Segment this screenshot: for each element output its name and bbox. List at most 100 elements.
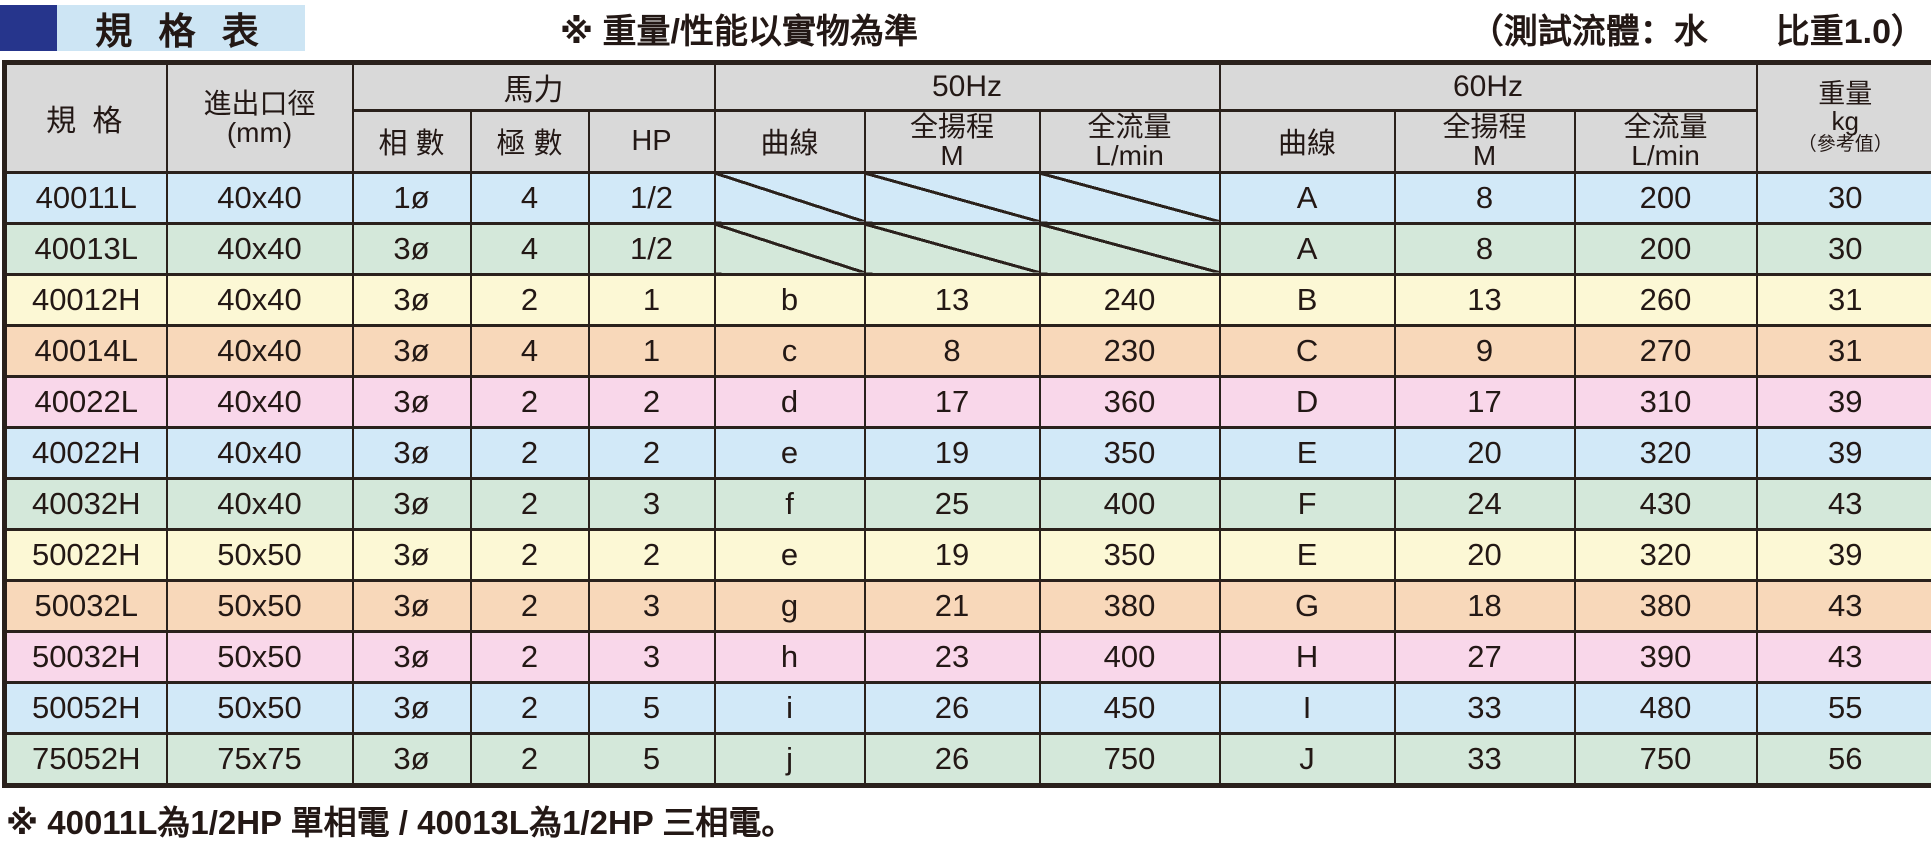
cell-h50: 26	[865, 733, 1040, 785]
col-header-weight-unit: kg	[1758, 108, 1931, 135]
col-header-head-50hz-unit: M	[866, 141, 1039, 170]
cell-hp: 5	[589, 682, 715, 733]
cell-port: 40x40	[167, 274, 353, 325]
cell-spec: 40013L	[5, 223, 167, 274]
cell-phase: 3ø	[353, 631, 471, 682]
cell-c50: e	[715, 529, 865, 580]
cell-c50: h	[715, 631, 865, 682]
cell-f60: 320	[1575, 529, 1757, 580]
cell-f50: 230	[1040, 325, 1220, 376]
cell-hp: 1/2	[589, 172, 715, 223]
note-test-fluid: （測試流體：水 比重1.0）	[1470, 4, 1925, 53]
col-header-curve-60hz: 曲線	[1220, 111, 1395, 173]
cell-c60: E	[1220, 529, 1395, 580]
cell-h60: 33	[1395, 733, 1575, 785]
cell-port: 40x40	[167, 172, 353, 223]
cell-f50: 400	[1040, 478, 1220, 529]
cell-spec: 75052H	[5, 733, 167, 785]
cell-hp: 2	[589, 529, 715, 580]
cell-f60: 200	[1575, 172, 1757, 223]
top-banner: 規 格 表 ※ 重量/性能以實物為準 （測試流體：水 比重1.0）	[0, 0, 1931, 56]
cell-h50: 26	[865, 682, 1040, 733]
cell-c60: H	[1220, 631, 1395, 682]
cell-pole: 4	[471, 172, 589, 223]
cell-f50: 750	[1040, 733, 1220, 785]
cell-port: 40x40	[167, 376, 353, 427]
cell-spec: 50032L	[5, 580, 167, 631]
cell-pole: 2	[471, 427, 589, 478]
cell-pole: 4	[471, 223, 589, 274]
cell-spec: 40022H	[5, 427, 167, 478]
cell-hp: 2	[589, 427, 715, 478]
cell-wt: 30	[1757, 172, 1931, 223]
page-title: 規 格 表	[95, 1, 267, 55]
col-group-50hz: 50Hz	[715, 63, 1220, 111]
cell-f60: 750	[1575, 733, 1757, 785]
cell-pole: 2	[471, 478, 589, 529]
cell-wt: 39	[1757, 529, 1931, 580]
cell-c50: f	[715, 478, 865, 529]
cell-f60: 200	[1575, 223, 1757, 274]
col-header-port-unit: (mm)	[168, 118, 352, 147]
cell-h60: 8	[1395, 223, 1575, 274]
cell-wt: 55	[1757, 682, 1931, 733]
cell-f50: 240	[1040, 274, 1220, 325]
footnote: ※ 40011L為1/2HP 單相電 / 40013L為1/2HP 三相電。	[6, 796, 1931, 844]
col-header-flow-60hz: 全流量 L/min	[1575, 111, 1757, 173]
cell-phase: 3ø	[353, 478, 471, 529]
col-header-port-label: 進出口徑	[168, 89, 352, 118]
cell-phase: 3ø	[353, 733, 471, 785]
col-header-flow-50hz-label: 全流量	[1041, 112, 1219, 141]
cell-h60: 13	[1395, 274, 1575, 325]
cell-phase: 3ø	[353, 325, 471, 376]
cell-port: 50x50	[167, 631, 353, 682]
col-header-head-50hz: 全揚程 M	[865, 111, 1040, 173]
col-header-head-60hz-unit: M	[1396, 141, 1574, 170]
cell-phase: 3ø	[353, 580, 471, 631]
cell-c60: A	[1220, 172, 1395, 223]
cell-spec: 40011L	[5, 172, 167, 223]
col-header-phase: 相 數	[353, 111, 471, 173]
cell-pole: 2	[471, 274, 589, 325]
col-header-spec: 規 格	[5, 63, 167, 173]
col-header-weight-label: 重量	[1758, 80, 1931, 108]
cell-f50: 350	[1040, 427, 1220, 478]
cell-c50: j	[715, 733, 865, 785]
cell-spec: 40022L	[5, 376, 167, 427]
cell-f50: 450	[1040, 682, 1220, 733]
cell-phase: 3ø	[353, 682, 471, 733]
cell-f60: 260	[1575, 274, 1757, 325]
cell-f60: 480	[1575, 682, 1757, 733]
cell-hp: 3	[589, 580, 715, 631]
col-header-flow-50hz-unit: L/min	[1041, 141, 1219, 170]
cell-wt: 56	[1757, 733, 1931, 785]
cell-phase: 3ø	[353, 274, 471, 325]
cell-hp: 3	[589, 631, 715, 682]
cell-phase: 3ø	[353, 427, 471, 478]
cell-h60: 24	[1395, 478, 1575, 529]
cell-hp: 5	[589, 733, 715, 785]
cell-wt: 39	[1757, 376, 1931, 427]
col-header-weight-note: （參考值）	[1758, 135, 1931, 156]
cell-port: 40x40	[167, 223, 353, 274]
cell-wt: 31	[1757, 274, 1931, 325]
cell-c50: c	[715, 325, 865, 376]
cell-h50: 19	[865, 529, 1040, 580]
cell-c50: d	[715, 376, 865, 427]
col-header-flow-60hz-unit: L/min	[1576, 141, 1756, 170]
cell-hp: 2	[589, 376, 715, 427]
cell-h50: 21	[865, 580, 1040, 631]
cell-phase: 3ø	[353, 376, 471, 427]
col-header-flow-50hz: 全流量 L/min	[1040, 111, 1220, 173]
cell-spec: 40014L	[5, 325, 167, 376]
cell-c60: E	[1220, 427, 1395, 478]
cell-wt: 39	[1757, 427, 1931, 478]
